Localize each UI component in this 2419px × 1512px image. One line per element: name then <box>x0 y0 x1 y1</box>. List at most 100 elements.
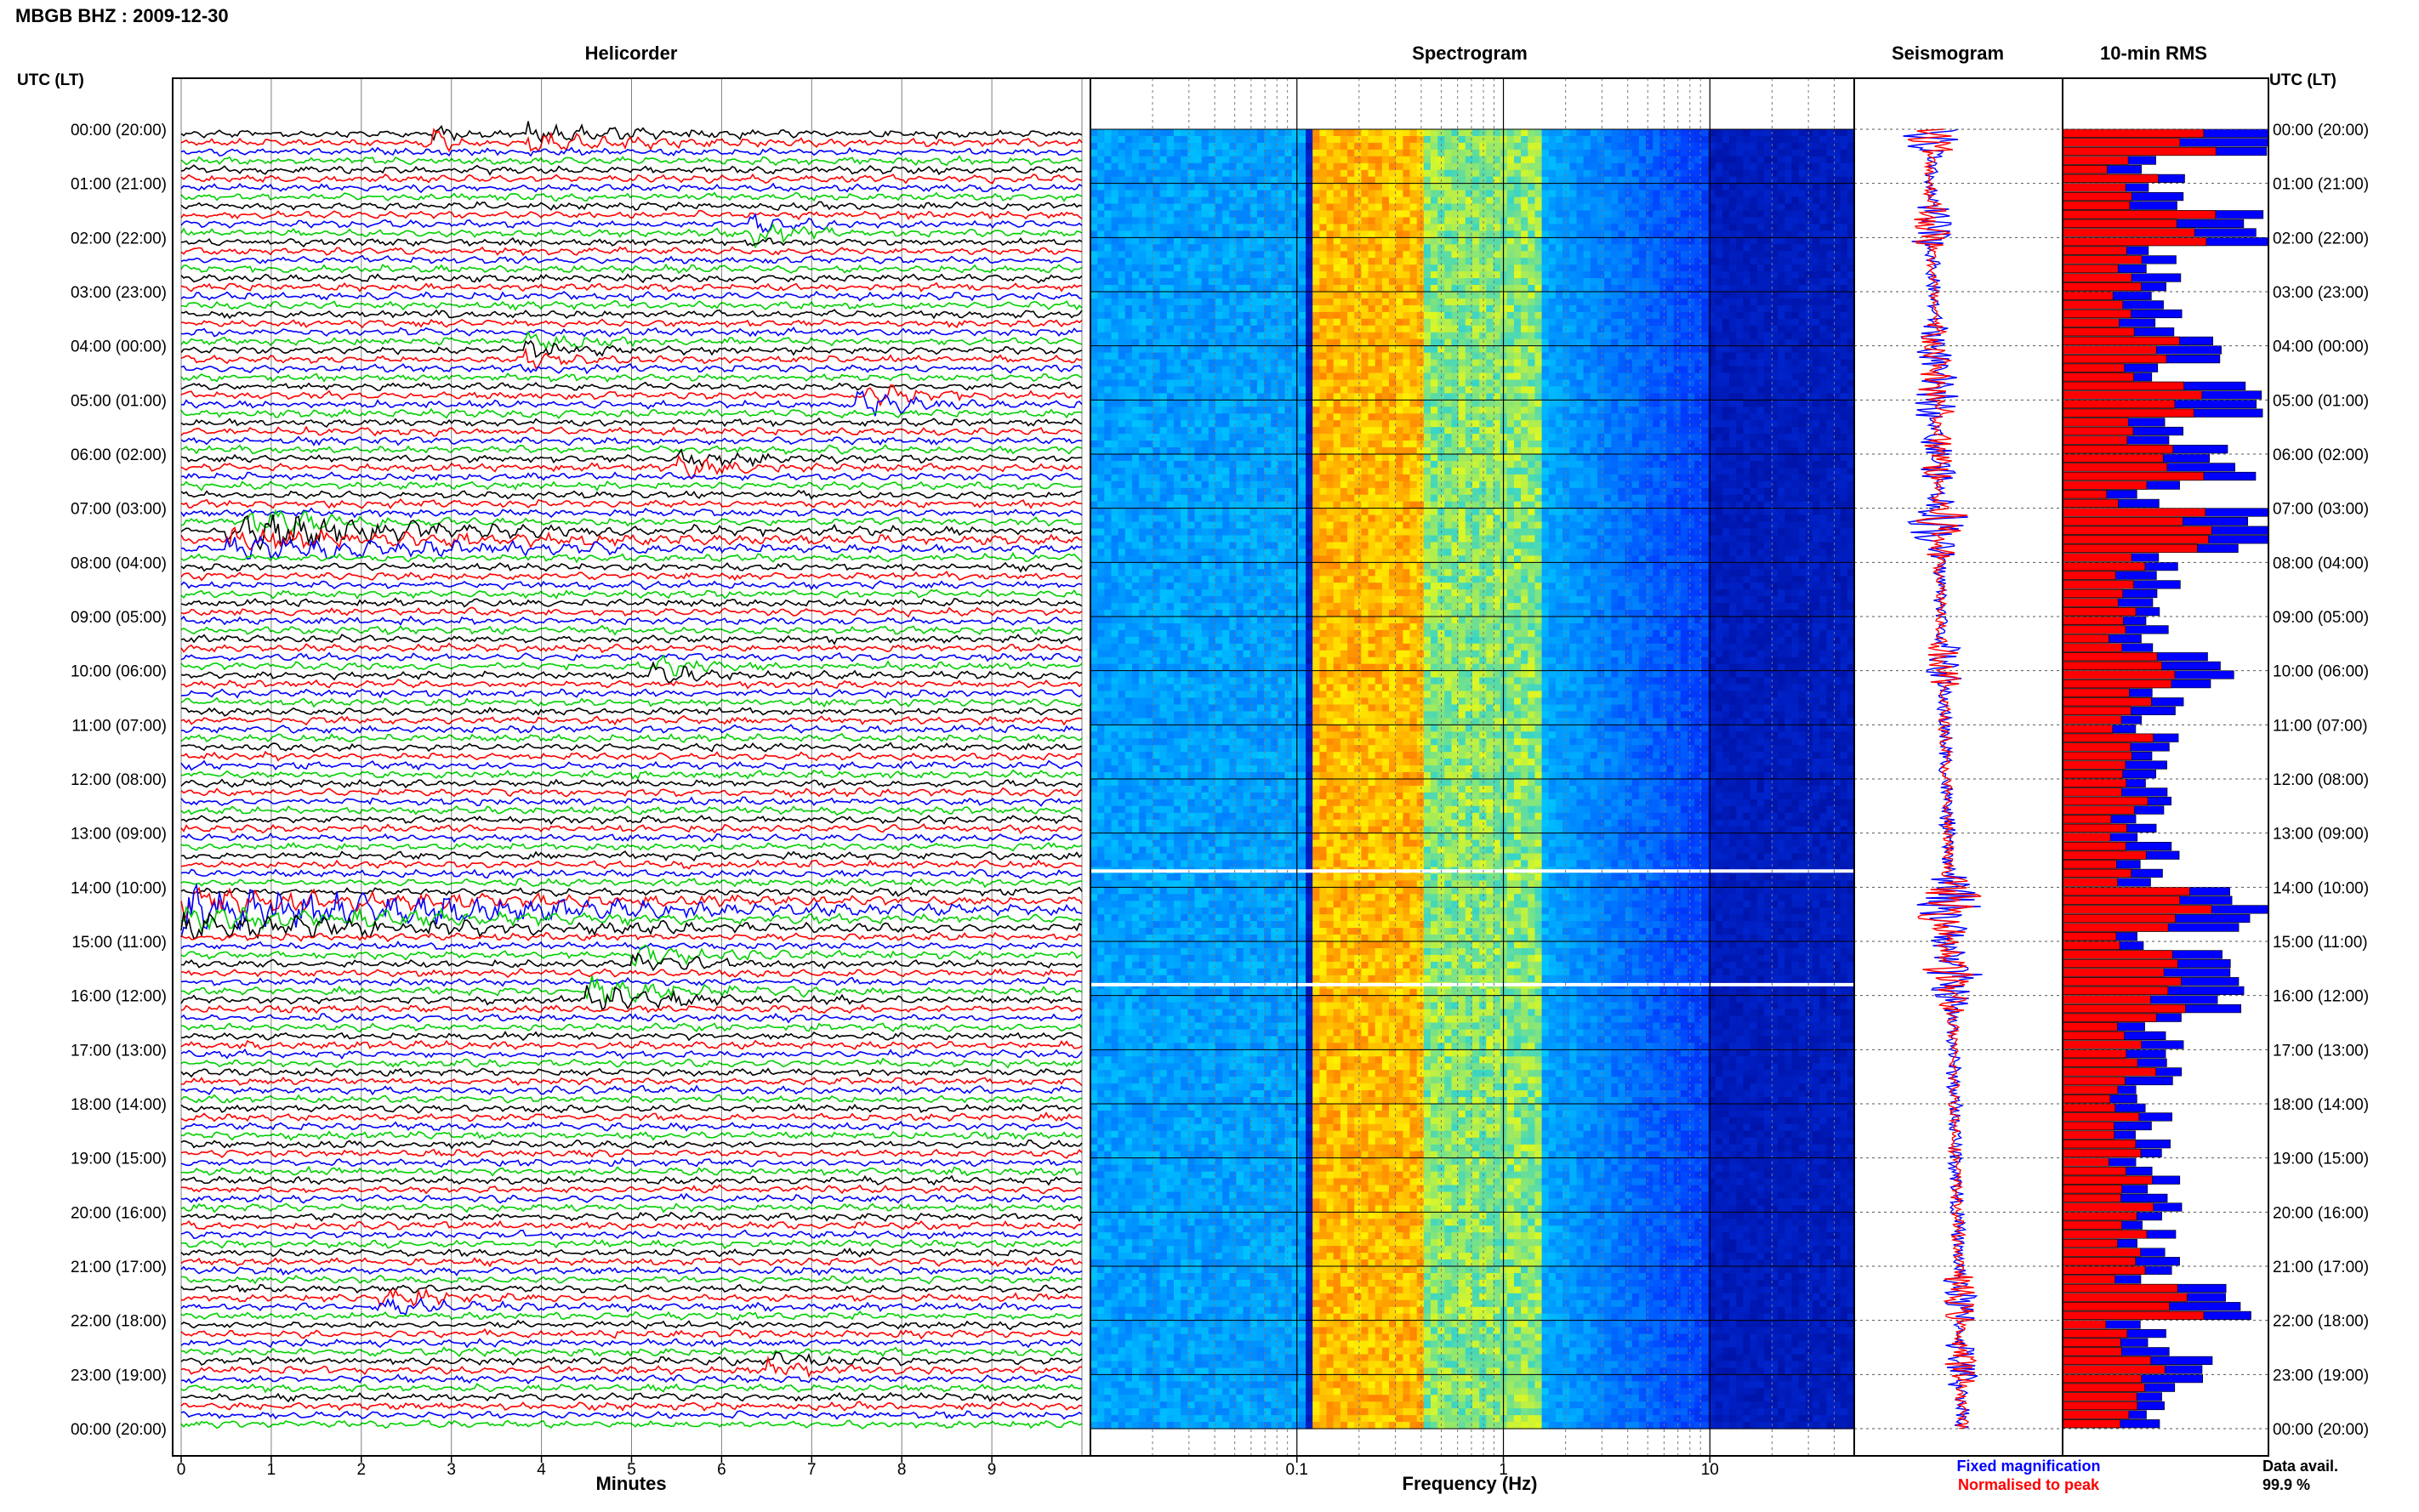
spectrogram-cell <box>1423 142 1431 151</box>
spectrogram-cell <box>1396 224 1403 231</box>
spectrogram-cell <box>1465 129 1473 137</box>
spectrogram-cell <box>1201 298 1210 306</box>
spectrogram-cell <box>1583 264 1591 272</box>
spectrogram-cell <box>1458 372 1466 381</box>
spectrogram-cell <box>1146 244 1154 252</box>
spectrogram-cell <box>1688 224 1695 231</box>
spectrogram-cell <box>1333 338 1341 347</box>
spectrogram-cell <box>1479 196 1487 205</box>
spectrogram-cell <box>1181 379 1188 388</box>
spectrogram-cell <box>1597 332 1605 340</box>
spectrogram-cell <box>1756 237 1765 245</box>
spectrogram-cell <box>1278 304 1286 313</box>
spectrogram-cell <box>1556 149 1563 157</box>
spectrogram-cell <box>1722 379 1730 388</box>
spectrogram-cell <box>1284 318 1293 327</box>
spectrogram-cell <box>1583 156 1591 164</box>
spectrogram-cell <box>1312 244 1320 252</box>
spectrogram-cell <box>1166 176 1175 185</box>
spectrogram-cell <box>1590 359 1598 367</box>
spectrogram-cell <box>1124 230 1133 238</box>
spectrogram-cell <box>1194 278 1203 286</box>
spectrogram-cell <box>1756 372 1765 381</box>
spectrogram-cell <box>1771 169 1779 178</box>
spectrogram-cell <box>1722 345 1730 354</box>
spectrogram-cell <box>1174 285 1181 293</box>
spectrogram-cell <box>1694 237 1702 245</box>
spectrogram-cell <box>1381 304 1390 313</box>
spectrogram-cell <box>1576 420 1585 428</box>
spectrogram-cell <box>1090 190 1098 198</box>
spectrogram-cell <box>1333 176 1341 185</box>
spectrogram-cell <box>1361 386 1369 394</box>
spectrogram-cell <box>1611 413 1619 421</box>
spectrogram-cell <box>1597 244 1605 252</box>
spectrogram-cell <box>1486 298 1494 306</box>
spectrogram-cell <box>1444 156 1453 164</box>
spectrogram-cell <box>1514 156 1522 164</box>
spectrogram-cell <box>1576 162 1585 171</box>
spectrogram-cell <box>1243 251 1251 259</box>
spectrogram-cell <box>1097 338 1105 347</box>
spectrogram-cell <box>1159 420 1168 428</box>
spectrogram-cell <box>1368 176 1376 185</box>
spectrogram-cell <box>1514 271 1522 279</box>
spectrogram-cell <box>1778 298 1785 306</box>
spectrogram-cell <box>1458 406 1466 414</box>
spectrogram-cell <box>1847 217 1855 225</box>
spectrogram-cell <box>1146 203 1154 212</box>
spectrogram-cell <box>1590 271 1598 279</box>
spectrogram-cell <box>1743 156 1751 164</box>
spectrogram-cell <box>1361 413 1369 421</box>
spectrogram-cell <box>1541 271 1550 279</box>
spectrogram-cell <box>1569 278 1578 286</box>
spectrogram-cell <box>1562 325 1570 333</box>
spectrogram-cell <box>1521 292 1528 299</box>
spectrogram-cell <box>1124 176 1133 185</box>
spectrogram-cell <box>1146 162 1154 171</box>
spectrogram-cell <box>1694 230 1702 238</box>
spectrogram-cell <box>1271 271 1279 279</box>
spectrogram-cell <box>1541 285 1550 293</box>
spectrogram-cell <box>1756 129 1765 137</box>
spectrogram-cell <box>1187 244 1196 252</box>
spectrogram-cell <box>1659 264 1668 272</box>
spectrogram-cell <box>1416 372 1425 381</box>
spectrogram-cell <box>1653 224 1661 231</box>
spectrogram-cell <box>1208 278 1216 286</box>
spectrogram-cell <box>1153 292 1161 299</box>
spectrogram-cell <box>1159 292 1168 299</box>
spectrogram-cell <box>1666 386 1675 394</box>
spectrogram-cell <box>1319 196 1328 205</box>
spectrogram-cell <box>1431 379 1438 388</box>
spectrogram-cell <box>1222 338 1230 347</box>
spectrogram-cell <box>1249 149 1258 157</box>
spectrogram-cell <box>1090 258 1098 265</box>
spectrogram-cell <box>1458 183 1466 191</box>
spectrogram-cell <box>1097 325 1105 333</box>
spectrogram-cell <box>1805 149 1813 157</box>
spectrogram-cell <box>1840 366 1848 374</box>
spectrogram-cell <box>1465 304 1473 313</box>
spectrogram-cell <box>1229 345 1238 354</box>
spectrogram-cell <box>1826 338 1835 347</box>
spectrogram-cell <box>1506 251 1515 259</box>
spectrogram-cell <box>1124 393 1133 401</box>
spectrogram-cell <box>1688 413 1695 421</box>
spectrogram-cell <box>1256 278 1265 286</box>
spectrogram-cell <box>1319 183 1328 191</box>
spectrogram-cell <box>1750 372 1758 381</box>
spectrogram-cell <box>1763 366 1772 374</box>
spectrogram-cell <box>1132 190 1140 198</box>
spectrogram-cell <box>1222 190 1230 198</box>
spectrogram-cell <box>1750 311 1758 320</box>
spectrogram-cell <box>1174 251 1181 259</box>
spectrogram-cell <box>1569 386 1578 394</box>
spectrogram-cell <box>1493 224 1501 231</box>
spectrogram-cell <box>1646 162 1653 171</box>
spectrogram-cell <box>1215 251 1223 259</box>
spectrogram-cell <box>1458 386 1466 394</box>
spectrogram-cell <box>1201 196 1210 205</box>
spectrogram-cell <box>1590 224 1598 231</box>
spectrogram-cell <box>1743 278 1751 286</box>
